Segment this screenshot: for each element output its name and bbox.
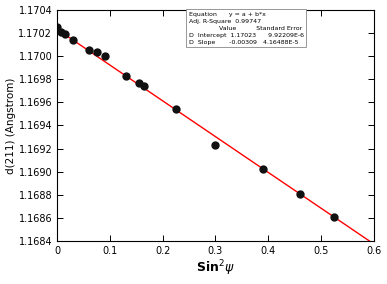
Point bbox=[260, 167, 266, 172]
Point bbox=[141, 84, 147, 88]
Point bbox=[212, 143, 219, 147]
Point bbox=[173, 107, 179, 111]
Point bbox=[86, 48, 92, 52]
Point bbox=[331, 215, 337, 219]
Point bbox=[297, 191, 303, 196]
Y-axis label: d(211) (Angstrom): d(211) (Angstrom) bbox=[5, 77, 15, 174]
X-axis label: Sin$^2$$\psi$: Sin$^2$$\psi$ bbox=[196, 259, 235, 278]
Text: Equation      y = a + b*x
Adj. R-Square  0.99747
               Value          S: Equation y = a + b*x Adj. R-Square 0.997… bbox=[188, 12, 303, 45]
Point bbox=[94, 50, 100, 55]
Point bbox=[58, 29, 64, 34]
Point bbox=[70, 37, 76, 42]
Point bbox=[123, 73, 129, 78]
Point bbox=[136, 80, 142, 85]
Point bbox=[54, 25, 60, 29]
Point bbox=[101, 54, 108, 58]
Point bbox=[62, 32, 68, 36]
